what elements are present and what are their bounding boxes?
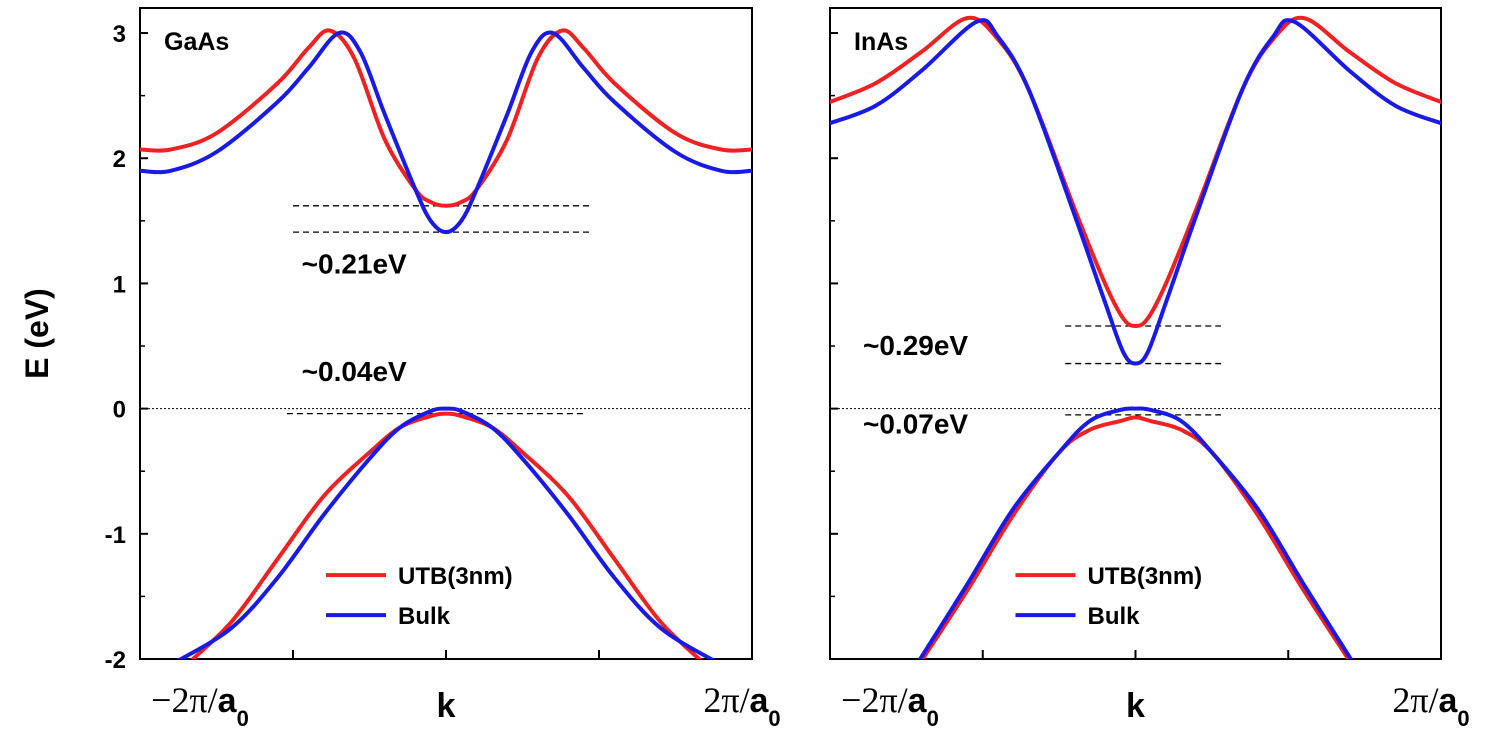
bulk-valence-band-line: [917, 406, 1354, 659]
panel-label: InAs: [854, 28, 908, 56]
y-tick-label: 3: [113, 21, 126, 48]
utb-valence-band-line: [189, 411, 703, 659]
y-axis-title: E (eV): [19, 288, 55, 379]
x-tick-subscript: 0: [1457, 706, 1469, 731]
x-tick-variable: a: [1439, 682, 1459, 720]
y-tick-label: 2: [113, 146, 126, 173]
bulk-conduction-band-line: [140, 30, 752, 235]
x-axis-label: k: [437, 687, 456, 725]
energy-difference-annotation: ~0.21eV: [302, 248, 407, 279]
x-tick-subscript: 0: [237, 706, 249, 731]
x-tick-prefix: −2π/: [841, 680, 907, 720]
x-tick-subscript: 0: [768, 706, 780, 731]
legend-entry: UTB(3nm): [1088, 563, 1203, 590]
y-tick-label: 0: [113, 397, 126, 424]
x-axis-label: k: [1126, 687, 1145, 725]
legend-entry: UTB(3nm): [398, 563, 513, 590]
band-curves: [830, 15, 1441, 659]
x-tick-label: 2π/a0: [703, 680, 780, 731]
y-tick-label: -1: [105, 522, 126, 549]
plot-frame: [139, 7, 753, 660]
x-tick-prefix: 2π/: [703, 680, 749, 720]
x-tick-variable: a: [218, 682, 238, 720]
energy-difference-annotation: ~0.29eV: [863, 330, 968, 361]
gaas-panel: 3 2 1 0 -1 -2 E (eV) ~0.21eV ~0.04eV GaAs UTB(3nm)…: [19, 7, 781, 731]
utb-conduction-band-line: [140, 28, 752, 208]
x-tick-label: −2π/a0: [151, 680, 249, 731]
y-tick-label: 1: [113, 271, 126, 298]
x-tick-label: −2π/a0: [841, 680, 939, 731]
x-tick-subscript: 0: [927, 706, 939, 731]
utb-valence-band-line: [920, 415, 1351, 659]
band-curves: [140, 28, 752, 659]
x-tick-prefix: −2π/: [151, 680, 217, 720]
energy-difference-annotation: ~0.04eV: [302, 356, 407, 387]
x-tick-prefix: 2π/: [1392, 680, 1438, 720]
bulk-valence-band-line: [177, 406, 715, 659]
y-tick-label: -2: [105, 647, 126, 674]
panel-label: GaAs: [164, 28, 229, 56]
x-tick-variable: a: [908, 682, 928, 720]
bulk-conduction-band-line: [830, 18, 1441, 366]
x-tick-label: 2π/a0: [1392, 680, 1469, 731]
energy-difference-annotation: ~0.07eV: [863, 409, 968, 440]
legend-entry: Bulk: [1088, 603, 1141, 630]
utb-conduction-band-line: [830, 15, 1441, 328]
x-tick-variable: a: [750, 682, 770, 720]
legend-entry: Bulk: [398, 603, 451, 630]
